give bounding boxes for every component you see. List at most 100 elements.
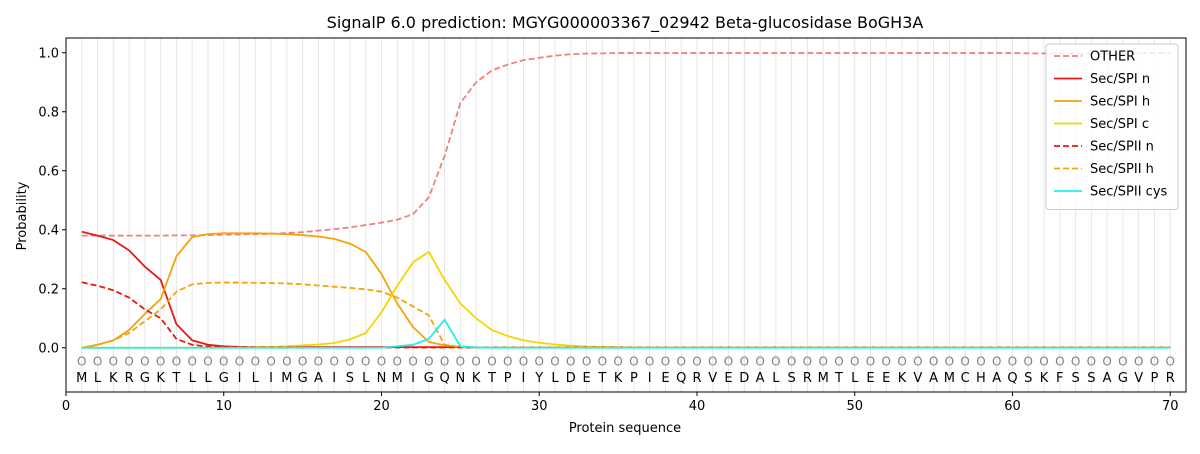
x-tick-label: 70 [1162, 399, 1179, 414]
position-marker: O [692, 355, 701, 369]
position-marker: O [945, 355, 954, 369]
position-marker: O [251, 355, 260, 369]
legend: OTHER Sec/SPI n Sec/SPI h Sec/SPI c Sec/SPII… [1045, 43, 1179, 210]
position-marker: O [834, 355, 843, 369]
position-marker: O [976, 355, 985, 369]
chart-title: SignalP 6.0 prediction: MGYG000003367_02… [327, 13, 924, 33]
residue-label: P [504, 371, 512, 386]
position-marker: O [866, 355, 875, 369]
position-marker: O [803, 355, 812, 369]
position-marker: O [471, 355, 480, 369]
position-marker: O [1008, 355, 1017, 369]
position-marker: O [724, 355, 733, 369]
legend-label: OTHER [1090, 50, 1135, 65]
residue-label: M [818, 371, 829, 386]
position-marker: O [77, 355, 86, 369]
position-marker: O [203, 355, 212, 369]
residue-label: I [648, 371, 652, 386]
residue-label: K [1040, 371, 1049, 386]
residue-label: L [189, 371, 197, 386]
position-marker: O [329, 355, 338, 369]
position-marker: O [393, 355, 402, 369]
residue-label: E [866, 371, 874, 386]
position-marker: O [992, 355, 1001, 369]
position-marker: O [740, 355, 749, 369]
series-line [81, 281, 1171, 349]
position-marker: O [897, 355, 906, 369]
residue-label: Q [1007, 371, 1017, 386]
residue-label: S [1087, 371, 1095, 386]
position-marker: O [598, 355, 607, 369]
residue-label: I [238, 371, 242, 386]
residue-label: T [597, 371, 606, 386]
position-marker: O [503, 355, 512, 369]
residue-label: G [219, 371, 229, 386]
x-tick-label: 10 [215, 399, 232, 414]
position-marker: O [960, 355, 969, 369]
position-marker: O [1071, 355, 1080, 369]
position-marker: O [929, 355, 938, 369]
position-marker: O [1102, 355, 1111, 369]
series-line [81, 52, 1171, 237]
position-marker: O [408, 355, 417, 369]
residue-label: L [204, 371, 212, 386]
residue-label: P [1151, 371, 1159, 386]
position-marker: O [850, 355, 859, 369]
position-marker: O [755, 355, 764, 369]
position-marker: O [566, 355, 575, 369]
position-marker: O [93, 355, 102, 369]
residue-label: A [1103, 371, 1112, 386]
residue-label: I [522, 371, 526, 386]
position-marker: O [535, 355, 544, 369]
residue-label: F [1056, 371, 1063, 386]
position-marker: O [676, 355, 685, 369]
position-marker: O [1118, 355, 1127, 369]
residue-label: M [281, 371, 292, 386]
residue-label: A [992, 371, 1001, 386]
x-tick-label: 50 [846, 399, 863, 414]
residue-label: V [708, 371, 717, 386]
residue-label: L [362, 371, 370, 386]
residue-label: I [269, 371, 273, 386]
residue-label: Y [534, 371, 543, 386]
residue-label: N [455, 371, 465, 386]
position-marker: O [645, 355, 654, 369]
residue-label: L [772, 371, 780, 386]
residue-label: M [944, 371, 955, 386]
residue-label: M [76, 371, 87, 386]
residue-label: R [1166, 371, 1175, 386]
x-tick-label: 0 [62, 399, 70, 414]
position-marker: O [1024, 355, 1033, 369]
residue-label: R [803, 371, 812, 386]
series-line [81, 232, 1171, 349]
legend-label: Sec/SPI c [1090, 117, 1149, 132]
residue-label: E [582, 371, 590, 386]
series-layer [81, 52, 1171, 349]
position-marker: O [440, 355, 449, 369]
position-marker: O [582, 355, 591, 369]
position-marker: O [519, 355, 528, 369]
legend-label: Sec/SPI h [1090, 95, 1150, 110]
residue-label: V [1134, 371, 1143, 386]
position-marker: O [882, 355, 891, 369]
series-line [81, 281, 1171, 349]
y-tick-label: 1.0 [38, 46, 59, 61]
y-tick-label: 0.6 [38, 164, 59, 179]
x-tick-label: 30 [531, 399, 548, 414]
position-marker: O [487, 355, 496, 369]
residue-label: G [298, 371, 308, 386]
position-marker: O [1087, 355, 1096, 369]
legend-label: Sec/SPI n [1090, 72, 1150, 87]
position-marker: O [187, 355, 196, 369]
residue-label: T [487, 371, 496, 386]
position-marker: O [818, 355, 827, 369]
residue-label: P [630, 371, 638, 386]
position-marker: O [424, 355, 433, 369]
residue-label: K [109, 371, 118, 386]
position-marker: O [550, 355, 559, 369]
x-tick-label: 20 [373, 399, 390, 414]
legend-label: Sec/SPII n [1090, 140, 1154, 155]
residue-label: Q [676, 371, 686, 386]
y-tick-label: 0.4 [38, 223, 59, 238]
